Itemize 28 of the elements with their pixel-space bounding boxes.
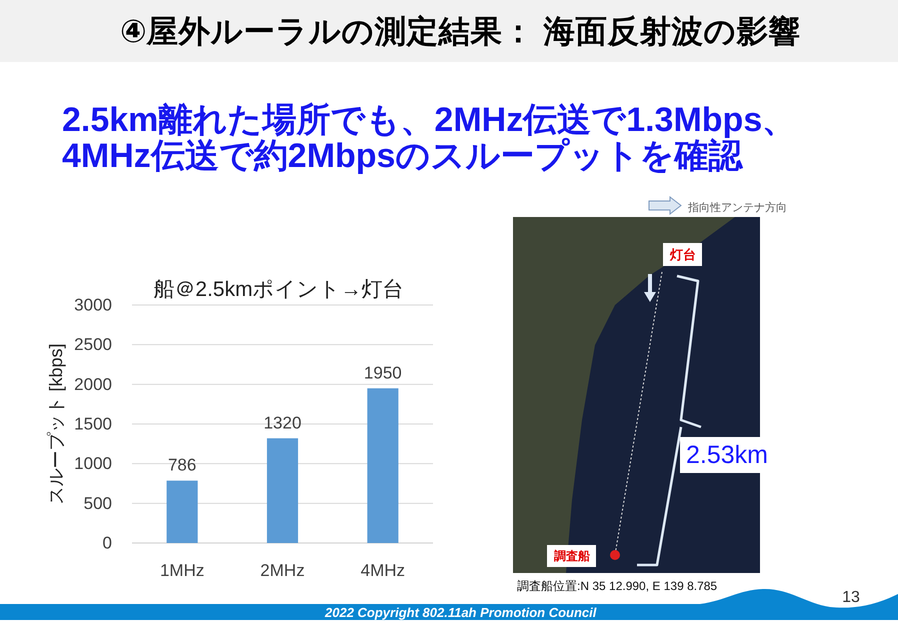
text: 2.5km離れた場所でも、2MHz伝送で1.3Mbps、 — [62, 101, 796, 139]
x-tick-label: 1MHz — [160, 561, 204, 580]
data-label: 786 — [168, 456, 196, 475]
x-tick-label: 2MHz — [260, 561, 305, 580]
text: 調査船位置:N 35 12.990, E 139 8.785 — [517, 579, 718, 593]
y-tick-label: 1000 — [74, 454, 112, 474]
text: 2.53km — [686, 441, 768, 469]
chart-title: 船＠2.5kmポイント→灯台 — [153, 278, 404, 301]
text: 指向性アンテナ方向 — [687, 201, 787, 214]
y-tick-label: 3000 — [74, 296, 112, 314]
bar — [166, 480, 198, 543]
y-axis-title: スループット [kbps] — [46, 343, 66, 505]
text: 13 — [842, 589, 860, 606]
bar — [367, 388, 398, 543]
text: 2022 Copyright 802.11ah Promotion Council — [324, 605, 597, 620]
x-tick-label: 4MHz — [360, 561, 406, 580]
text: 灯台 — [669, 247, 696, 262]
bar — [266, 438, 298, 543]
data-label: 1950 — [364, 363, 402, 382]
y-tick-label: 1500 — [74, 414, 112, 434]
text: 4MHz伝送で約2Mbpsのスループットを確認 — [62, 137, 744, 175]
y-tick-label: 0 — [102, 534, 112, 552]
text: 調査船 — [553, 549, 590, 563]
text: ④屋外ルーラルの測定結果： 海面反射波の影響 — [120, 13, 800, 49]
data-label: 1320 — [264, 413, 302, 432]
y-tick-label: 2000 — [74, 374, 112, 394]
y-tick-label: 500 — [84, 494, 112, 513]
y-tick-label: 2500 — [74, 335, 112, 354]
